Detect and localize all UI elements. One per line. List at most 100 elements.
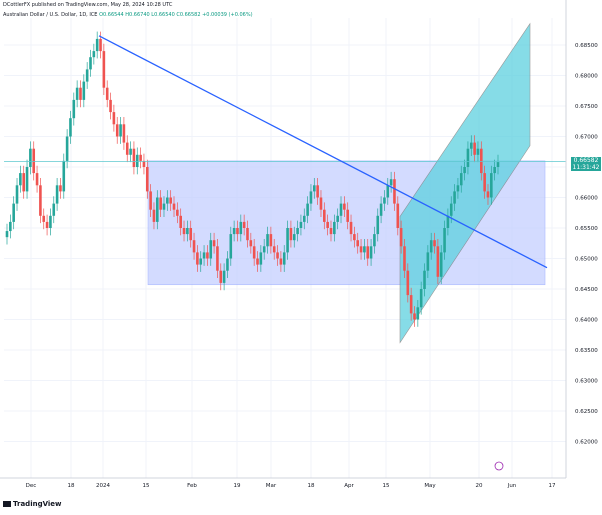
candle-body <box>212 240 216 247</box>
candle-body <box>453 191 456 204</box>
candle-body <box>339 203 343 216</box>
candle-body <box>419 289 423 308</box>
candle <box>463 159 466 181</box>
x-tick-label: Apr <box>344 483 354 489</box>
symbol-caption: Australian Dollar / U.S. Dollar, 1D, ICE… <box>3 12 253 18</box>
candle <box>192 232 196 260</box>
logo-text: TradingView <box>13 500 62 508</box>
candle-body <box>132 148 136 167</box>
candle <box>399 220 403 254</box>
candle <box>459 165 463 193</box>
candle-body <box>379 203 383 216</box>
candle-body <box>396 203 400 228</box>
x-tick-label: 18 <box>68 483 75 489</box>
candle <box>252 238 256 266</box>
candle-body <box>496 162 500 167</box>
candle <box>383 190 386 211</box>
candle <box>349 214 353 242</box>
candle-body <box>219 270 223 283</box>
candle <box>292 226 296 248</box>
candle-body <box>336 215 339 222</box>
candle <box>309 184 313 211</box>
candle-body <box>359 246 363 253</box>
candle-body <box>443 228 446 253</box>
candle-body <box>79 87 82 100</box>
candle <box>346 202 349 230</box>
candle-body <box>125 142 129 155</box>
candle <box>369 238 373 266</box>
candle <box>466 141 470 175</box>
candle-body <box>29 148 32 167</box>
time-axis[interactable]: Dec 18 2024 15 Feb 19 Mar 18 Apr 15 May 20 Jun 17 <box>0 477 566 489</box>
tradingview-logo[interactable]: TradingView <box>3 500 62 508</box>
candle <box>206 245 209 266</box>
drawings <box>147 22 546 344</box>
candle-body <box>252 246 256 259</box>
candle-body <box>206 252 209 259</box>
candle-body <box>112 112 116 125</box>
candle <box>236 220 239 242</box>
candle <box>45 214 49 236</box>
trendlines <box>4 35 566 471</box>
candle-body <box>15 185 19 204</box>
candle <box>226 251 229 279</box>
candle-body <box>186 228 189 235</box>
candle-body <box>55 185 59 204</box>
candle-body <box>82 81 86 100</box>
y-tick-label: 0.64500 <box>575 287 598 293</box>
candle-body <box>176 209 179 216</box>
candle <box>179 208 182 236</box>
candle <box>259 245 263 272</box>
candle-body <box>109 99 112 113</box>
candle <box>409 287 413 321</box>
candle <box>339 196 343 224</box>
candle <box>429 232 433 260</box>
candle <box>95 31 99 59</box>
candle <box>403 238 406 279</box>
candle-body <box>202 252 206 259</box>
y-tick-label: 0.63500 <box>575 348 598 354</box>
candle-body <box>9 221 12 232</box>
y-tick-label: 0.67000 <box>575 135 598 141</box>
candle <box>286 220 289 260</box>
y-tick-label: 0.67500 <box>575 104 598 110</box>
candle <box>152 202 156 230</box>
candle-body <box>159 197 162 210</box>
candle-body <box>326 221 329 228</box>
candle-body <box>329 228 333 235</box>
event-icon <box>494 461 504 471</box>
candle <box>62 153 66 199</box>
candles <box>5 31 500 327</box>
candle <box>112 104 116 132</box>
price-axis[interactable]: 0.685000.680000.675000.670000.665000.660… <box>565 0 598 478</box>
candle <box>232 220 236 242</box>
candle <box>266 226 269 254</box>
candle-body <box>393 179 396 204</box>
candle-body <box>39 185 42 216</box>
candle <box>289 220 293 248</box>
candle-body <box>373 234 376 247</box>
candle-body <box>306 203 309 216</box>
candle <box>416 299 420 327</box>
candle-body <box>216 246 219 271</box>
candle <box>176 202 179 224</box>
candle-body <box>32 148 36 174</box>
x-tick-label: Feb <box>187 483 197 489</box>
candle-body <box>483 173 486 192</box>
candle <box>379 196 383 224</box>
candle-body <box>343 203 346 210</box>
candle-body <box>490 173 493 198</box>
candle-body <box>5 231 9 238</box>
candle <box>169 190 172 211</box>
candle-body <box>209 240 213 259</box>
candle-body <box>493 167 496 174</box>
candle <box>433 232 436 254</box>
candle <box>376 208 380 242</box>
candle-body <box>135 154 139 167</box>
y-tick-label: 0.66000 <box>575 196 598 202</box>
candle <box>159 190 162 218</box>
candle-body <box>115 124 119 137</box>
candle <box>5 223 9 245</box>
candle <box>242 214 246 236</box>
candle <box>189 220 193 248</box>
